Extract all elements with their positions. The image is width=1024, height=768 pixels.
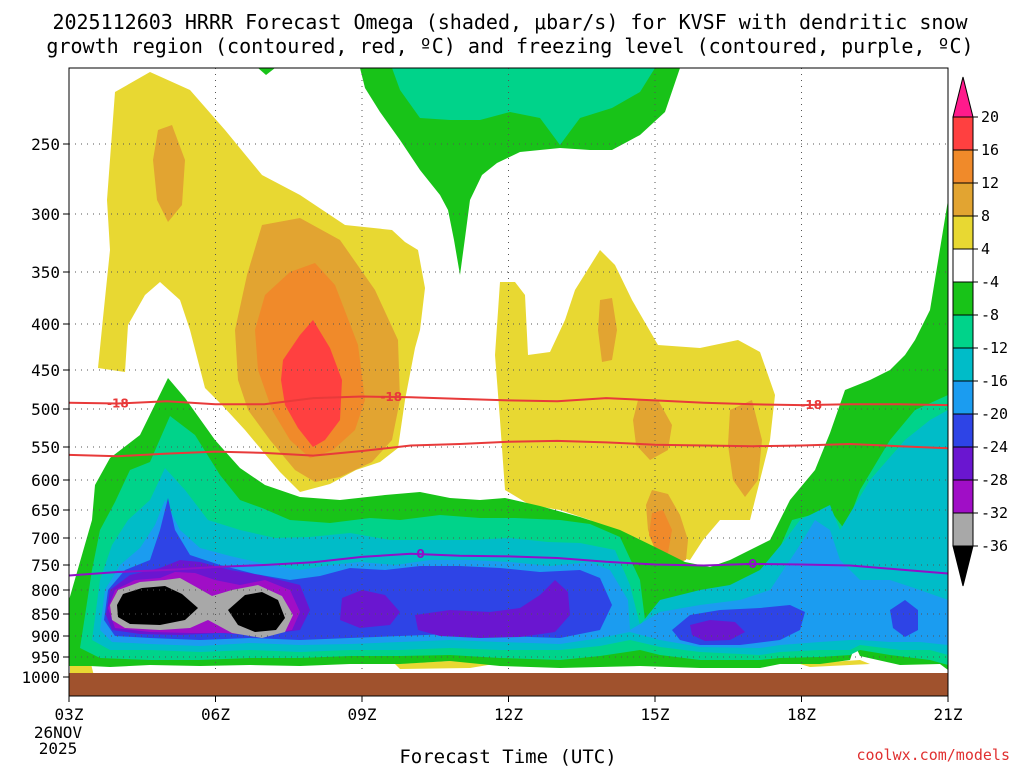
colorbar-label: 16 [981,141,999,159]
omega-shade-neg8-neg12-top [392,68,655,145]
contour-layer: -18 -18 -18 0 0 [69,390,948,577]
plot-grid [68,68,949,696]
omega-shade-neg20-neg24-c [890,600,918,637]
y-tick-label: 800 [31,581,60,600]
y-tick-label: 1000 [21,668,60,687]
colorbar-label: -4 [981,273,999,291]
colorbar-bin [952,281,974,316]
colorbar-label: -20 [981,405,1008,423]
colorbar-label: -28 [981,471,1008,489]
y-tick-label: 700 [31,529,60,548]
y-axis: 250 300 350 400 450 500 550 600 650 700 750 800 850 9… [21,135,69,687]
dgz-contour-neg18-label: -18 [107,397,129,411]
ground-surface [69,673,948,696]
omega-shade-below-neg36-b [228,592,285,632]
omega-shade-4-8-b [495,250,775,560]
dgz-contour-neg18-label: -18 [380,390,402,404]
colorbar-label: -24 [981,438,1008,456]
colorbar-label: -16 [981,372,1008,390]
x-tick-label: 12Z [494,705,523,724]
y-tick-label: 350 [31,263,60,282]
y-tick-label: 900 [31,627,60,646]
y-tick-label: 250 [31,135,60,154]
omega-shade-neg4-neg8-top [360,68,680,275]
dgz-contour-neg18-label: -18 [800,398,822,412]
y-tick-label: 550 [31,438,60,457]
x-tick-label: 09Z [348,705,377,724]
y-tick-label: 650 [31,501,60,520]
omega-shade-neg4-neg8-top-b [258,68,275,75]
omega-shade-4-8-e [800,660,870,667]
freezing-level-contour [69,552,948,577]
x-axis: 03Z 06Z 09Z 12Z 15Z 18Z 21Z [55,696,963,724]
x-axis-label: Forecast Time (UTC) [399,746,616,768]
colorbar-label: -36 [981,537,1008,555]
colorbar-bin [952,479,974,514]
omega-shade-below-neg36 [117,586,198,625]
freezing-level-contour-label: 0 [748,557,756,571]
dgz-contour-neg12 [69,439,948,458]
omega-shade-neg24-neg28-c [415,580,570,638]
freezing-level-contour-label: 0 [416,547,424,561]
y-tick-label: 750 [31,556,60,575]
colorbar-label: 8 [981,207,990,225]
omega-shade-8-12 [153,125,185,222]
colorbar-bin [952,182,974,217]
omega-shade-16-20 [281,320,342,447]
omega-shade-8-12-c [598,298,617,362]
colorbar-bin [952,248,974,283]
colorbar-bin [952,512,974,547]
x-tick-label: 03Z [55,705,84,724]
dgz-contour-neg18 [69,395,948,407]
colorbar-label: -12 [981,339,1008,357]
x-tick-label: 15Z [641,705,670,724]
x-date-day: 26NOV [34,723,83,742]
x-tick-label: 18Z [787,705,816,724]
y-tick-label: 400 [31,315,60,334]
colorbar-label: 4 [981,240,990,258]
y-tick-label: 450 [31,361,60,380]
omega-shading [69,68,948,680]
colorbar: 20 16 12 8 4 -4 -8 -12 -16 -20 -24 -28 -32 -36 [952,76,1008,587]
omega-shade-neg24-neg28-b [340,590,400,628]
y-tick-label: 850 [31,605,60,624]
colorbar-label: 12 [981,174,999,192]
colorbar-bin [952,149,974,184]
x-tick-label: 06Z [201,705,230,724]
colorbar-bin [952,347,974,382]
y-tick-label: 950 [31,648,60,667]
colorbar-top-arrow [952,76,974,118]
y-tick-label: 600 [31,471,60,490]
colorbar-bottom-arrow [952,545,974,587]
colorbar-bin [952,116,974,151]
colorbar-bin [952,380,974,415]
omega-shade-8-12-e [728,400,762,497]
omega-shade-neg24-neg28-d [690,620,745,641]
chart-title-line-2: growth region (contoured, red, ºC) and f… [46,34,973,58]
colorbar-label: -8 [981,306,999,324]
colorbar-label: -32 [981,504,1008,522]
y-tick-label: 500 [31,400,60,419]
y-tick-label: 300 [31,205,60,224]
credit-link[interactable]: coolwx.com/models [856,746,1010,764]
colorbar-label: 20 [981,108,999,126]
colorbar-bin [952,446,974,481]
chart-title-line-1: 2025112603 HRRR Forecast Omega (shaded, … [52,10,968,34]
colorbar-bin [952,314,974,349]
x-tick-label: 21Z [934,705,963,724]
colorbar-bin [952,215,974,250]
x-date-year: 2025 [39,739,78,758]
colorbar-bin [952,413,974,448]
